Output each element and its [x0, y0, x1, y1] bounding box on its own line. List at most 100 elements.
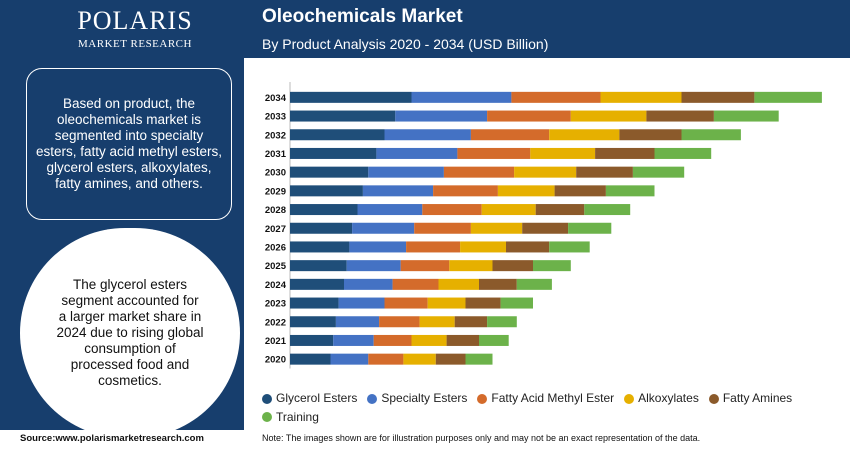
bar-2028-glycerol-esters — [290, 204, 358, 216]
bar-2032-alkoxylates — [549, 129, 620, 141]
bar-2022-alkoxylates — [419, 316, 455, 328]
bar-2021-fatty-amines — [446, 334, 479, 346]
bar-2032-training — [681, 129, 741, 141]
bar-2032-glycerol-esters — [290, 129, 385, 141]
legend-swatch-icon — [262, 412, 272, 422]
bar-2028-specialty-esters — [357, 204, 423, 216]
tick-label-2023: 2023 — [265, 299, 286, 310]
footer-bar — [0, 430, 850, 451]
bar-2028-alkoxylates — [481, 204, 536, 216]
bar-2034-specialty-esters — [411, 91, 512, 103]
bar-2033-alkoxylates — [570, 110, 647, 122]
header-bar: POLARIS MARKET RESEARCH Oleochemicals Ma… — [0, 0, 850, 58]
bar-2030-fatty-acid-methyl-ester — [443, 166, 515, 178]
bar-2020-alkoxylates — [403, 353, 436, 365]
tick-label-2025: 2025 — [265, 261, 287, 272]
bar-2028-training — [584, 204, 631, 216]
bar-2026-fatty-amines — [506, 241, 550, 253]
bar-2024-fatty-acid-methyl-ester — [392, 278, 439, 290]
chart-title: Oleochemicals Market — [262, 6, 463, 27]
bar-2023-alkoxylates — [427, 297, 466, 309]
bar-2022-specialty-esters — [335, 316, 380, 328]
bar-2022-training — [487, 316, 517, 328]
bar-2022-glycerol-esters — [290, 316, 336, 328]
tick-label-2031: 2031 — [265, 149, 287, 160]
bar-2026-alkoxylates — [460, 241, 506, 253]
tick-label-2032: 2032 — [265, 130, 286, 141]
bar-2031-alkoxylates — [530, 147, 596, 159]
legend-item-fatty-acid-methyl-ester: Fatty Acid Methyl Ester — [477, 390, 614, 407]
bar-2022-fatty-acid-methyl-ester — [379, 316, 420, 328]
polaris-logo[interactable]: POLARIS MARKET RESEARCH — [70, 4, 200, 54]
tick-label-2029: 2029 — [265, 186, 286, 197]
source-text: Source:www.polarismarketresearch.com — [20, 433, 204, 444]
bar-2024-fatty-amines — [479, 278, 517, 290]
bar-2034-fatty-acid-methyl-ester — [511, 91, 601, 103]
legend-swatch-icon — [624, 393, 635, 404]
bar-2020-specialty-esters — [330, 353, 369, 365]
bar-2029-alkoxylates — [497, 185, 555, 197]
legend-item-alkoxylates: Alkoxylates — [624, 390, 699, 407]
bar-2020-fatty-amines — [435, 353, 466, 365]
tick-label-2021: 2021 — [265, 336, 287, 347]
bar-2031-specialty-esters — [376, 147, 458, 159]
tick-label-2030: 2030 — [265, 168, 286, 179]
bar-2024-training — [516, 278, 552, 290]
legend-item-glycerol-esters: Glycerol Esters — [262, 390, 357, 407]
bar-2026-glycerol-esters — [290, 241, 350, 253]
legend-item-fatty-amines: Fatty Amines — [708, 390, 793, 407]
tick-label-2024: 2024 — [265, 280, 287, 291]
legend-label: Alkoxylates — [638, 391, 699, 405]
legend-item-specialty-esters: Specialty Esters — [367, 390, 467, 407]
bar-2030-training — [632, 166, 685, 178]
tick-label-2026: 2026 — [265, 242, 286, 253]
bar-2034-fatty-amines — [681, 91, 755, 103]
bar-2028-fatty-amines — [535, 204, 585, 216]
bar-2023-training — [500, 297, 533, 309]
legend-label: Fatty Amines — [722, 391, 793, 405]
legend-swatch-icon — [367, 393, 378, 404]
highlight-info-circle: The glycerol esters segment accounted fo… — [20, 228, 240, 438]
bar-2034-training — [754, 91, 822, 103]
tick-label-2033: 2033 — [265, 112, 286, 123]
bar-2025-fatty-acid-methyl-ester — [400, 260, 450, 272]
bar-2023-specialty-esters — [338, 297, 385, 309]
chart-legend: Glycerol Esters Specialty Esters Fatty Aci… — [262, 390, 842, 427]
bar-2029-fatty-acid-methyl-ester — [433, 185, 498, 197]
bar-2025-fatty-amines — [492, 260, 533, 272]
bar-2027-specialty-esters — [352, 222, 415, 234]
bar-2021-alkoxylates — [411, 334, 447, 346]
segment-info-text: Based on product, the oleochemicals mark… — [35, 96, 223, 191]
bar-2029-specialty-esters — [362, 185, 434, 197]
bar-2034-alkoxylates — [600, 91, 682, 103]
legend-swatch-icon — [708, 393, 719, 404]
bar-2026-training — [549, 241, 590, 253]
tick-label-2027: 2027 — [265, 224, 286, 235]
legend-label: Glycerol Esters — [276, 391, 358, 405]
logo-tagline-text: MARKET RESEARCH — [78, 38, 192, 50]
legend-swatch-icon — [477, 393, 488, 404]
bar-2023-fatty-acid-methyl-ester — [384, 297, 428, 309]
bar-2027-glycerol-esters — [290, 222, 353, 234]
bar-2024-glycerol-esters — [290, 278, 344, 290]
segment-info-box: Based on product, the oleochemicals mark… — [26, 68, 232, 220]
bar-2020-glycerol-esters — [290, 353, 331, 365]
bar-2032-specialty-esters — [384, 129, 471, 141]
tick-label-2022: 2022 — [265, 317, 286, 328]
bar-2021-glycerol-esters — [290, 334, 334, 346]
bar-2026-fatty-acid-methyl-ester — [406, 241, 461, 253]
bar-2032-fatty-amines — [619, 129, 682, 141]
bar-2026-specialty-esters — [349, 241, 407, 253]
legend-label: Training — [276, 409, 319, 424]
bar-2025-glycerol-esters — [290, 260, 347, 272]
bar-2020-training — [465, 353, 493, 365]
tick-label-2020: 2020 — [265, 355, 286, 366]
bar-2033-training — [713, 110, 779, 122]
bar-2033-glycerol-esters — [290, 110, 396, 122]
bar-2027-fatty-amines — [522, 222, 569, 234]
bar-2020-fatty-acid-methyl-ester — [368, 353, 404, 365]
tick-label-2028: 2028 — [265, 205, 286, 216]
highlight-info-text: The glycerol esters segment accounted fo… — [56, 277, 204, 388]
bar-2027-fatty-acid-methyl-ester — [414, 222, 471, 234]
tick-label-2034: 2034 — [265, 93, 287, 104]
